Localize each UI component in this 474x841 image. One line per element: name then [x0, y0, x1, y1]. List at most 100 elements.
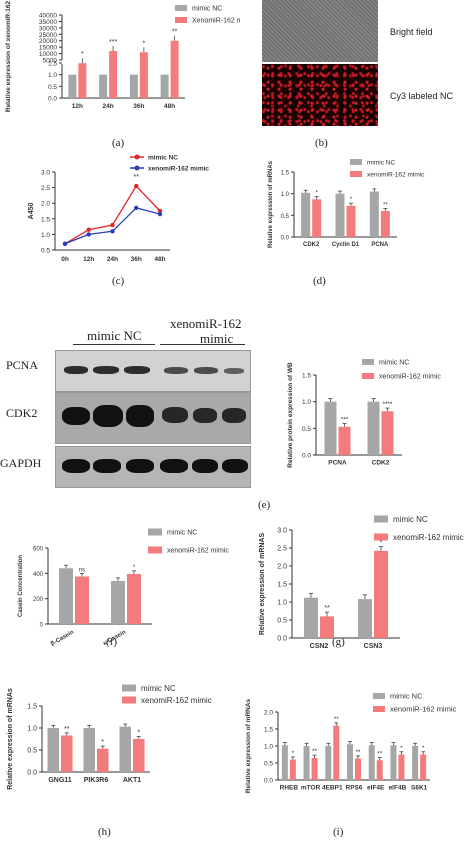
wb-band — [93, 405, 123, 427]
legend-swatch — [373, 706, 385, 712]
y-tick-label: 0.5 — [48, 84, 57, 91]
data-point — [86, 227, 91, 232]
bar — [301, 192, 311, 237]
bar — [320, 616, 334, 638]
x-tick-label: PIK3R6 — [84, 777, 109, 784]
bar — [358, 599, 372, 638]
significance-mark: ** — [312, 748, 318, 755]
bar — [390, 745, 397, 780]
significance-mark: * — [380, 540, 383, 547]
bar — [398, 754, 405, 780]
panel-label-d: (d) — [313, 275, 326, 287]
chart-g: 0.0 0.5 1.0 1.5 2.0 2.5 3.0 Relative expression… — [259, 515, 464, 650]
y-tick-label: 1.5 — [302, 373, 311, 380]
y-tick-label: 2.0 — [277, 564, 287, 571]
legend-label: xenomiR-162 mimic — [379, 373, 441, 380]
x-tick-label: S6K1 — [411, 785, 428, 792]
wb-band — [224, 368, 244, 374]
significance-mark: ** — [383, 202, 388, 208]
bar — [129, 74, 138, 98]
legend-label: mimic NC — [141, 684, 176, 693]
bar — [111, 580, 125, 624]
y-axis-title: A450 — [28, 203, 35, 220]
x-tick-label: eIF4E — [367, 785, 385, 792]
bar — [78, 63, 87, 98]
significance-mark: *** — [341, 417, 349, 424]
panel-label-i: (i) — [333, 826, 344, 838]
y-tick-label: 200 — [33, 597, 44, 603]
significance-mark: * — [315, 191, 318, 197]
bar — [333, 725, 340, 780]
bar — [346, 205, 356, 237]
bar — [338, 426, 351, 455]
significance-mark: ** — [64, 726, 70, 733]
bar — [420, 754, 427, 780]
y-tick-label: 2.5 — [41, 185, 50, 192]
y-tick-label: 0.0 — [277, 636, 287, 643]
bar — [312, 199, 322, 237]
bright-field-image — [262, 0, 378, 62]
bar — [335, 193, 345, 237]
bar — [367, 401, 380, 455]
bar — [412, 746, 419, 780]
legend-swatch — [362, 359, 374, 365]
significance-mark: ** — [377, 751, 383, 758]
chart-i: 0.0 0.5 1.0 1.5 2.0 Relative expression of mR… — [245, 692, 457, 794]
y-tick-label: 40000 — [39, 13, 57, 20]
y-tick-label: 1.0 — [277, 600, 287, 607]
bar — [303, 746, 310, 780]
x-tick-label: RPS6 — [346, 785, 363, 792]
data-point — [110, 222, 115, 228]
legend-marker — [134, 154, 140, 160]
x-tick-label: CDK2 — [303, 242, 320, 248]
y-tick-label: 1.5 — [48, 61, 57, 68]
wb-strip-pcna — [55, 350, 251, 392]
legend-swatch — [122, 684, 136, 692]
panel-label-f: (f) — [106, 636, 117, 648]
chart-c: 1.0 1.5 2.0 2.5 3.0 0.5 A450 0h 12h 24h 36h 48h ** mi… — [28, 154, 209, 263]
y-tick-label: 25000 — [39, 32, 57, 39]
legend-swatch — [148, 546, 162, 554]
wb-band — [62, 459, 90, 473]
y-tick-label: 20000 — [39, 38, 57, 45]
wb-band — [222, 459, 248, 473]
bar — [83, 728, 95, 772]
bar — [369, 191, 379, 237]
bar — [376, 760, 383, 780]
x-tick-label: mTOR — [301, 785, 321, 792]
bar — [75, 576, 89, 624]
x-tick-label: 48h — [154, 256, 165, 263]
y-axis-title: Relative expression of mRNAs — [245, 698, 252, 793]
x-tick-label: CSN3 — [364, 643, 383, 650]
wb-group2-label-line1: xenomiR-162 — [170, 316, 242, 331]
wb-band — [64, 366, 88, 374]
wb-group1-line — [73, 344, 155, 345]
wb-group2-line — [160, 344, 245, 345]
bar — [99, 74, 108, 98]
wb-band — [222, 408, 246, 423]
panel-label-e: (e) — [258, 499, 271, 511]
x-tick-label: 24h — [103, 103, 114, 110]
y-tick-label: 0.5 — [264, 761, 273, 768]
x-tick-label: PCNA — [371, 242, 389, 248]
x-tick-label: 24h — [107, 256, 118, 263]
y-tick-label: 0.5 — [281, 214, 290, 220]
bar — [347, 744, 353, 780]
wb-strip-gapdh — [55, 446, 251, 488]
y-tick-label: 0.5 — [302, 426, 311, 433]
bar — [109, 51, 118, 98]
y-axis-title: Relative expression of mRNAs — [7, 688, 14, 790]
x-tick-label: 12h — [72, 103, 83, 110]
legend-swatch — [175, 17, 187, 23]
bar — [281, 745, 288, 780]
chart-d: 0.0 0.5 1.0 1.5 Relative expression of mRNAs… — [268, 159, 425, 248]
y-axis-title: Relative expression of mRNAs — [268, 160, 274, 248]
legend-swatch — [350, 171, 362, 177]
legend-label: mimic NC — [379, 359, 409, 366]
bar — [170, 40, 179, 98]
y-tick-label: 1.5 — [281, 171, 290, 177]
y-tick-label: 35000 — [39, 19, 57, 26]
significance-mark: * — [292, 750, 295, 757]
chart-f: 0 200 400 600 Casein Concentration ns β-Casein… — [18, 528, 229, 647]
x-tick-label: 4EBP1 — [322, 785, 343, 792]
